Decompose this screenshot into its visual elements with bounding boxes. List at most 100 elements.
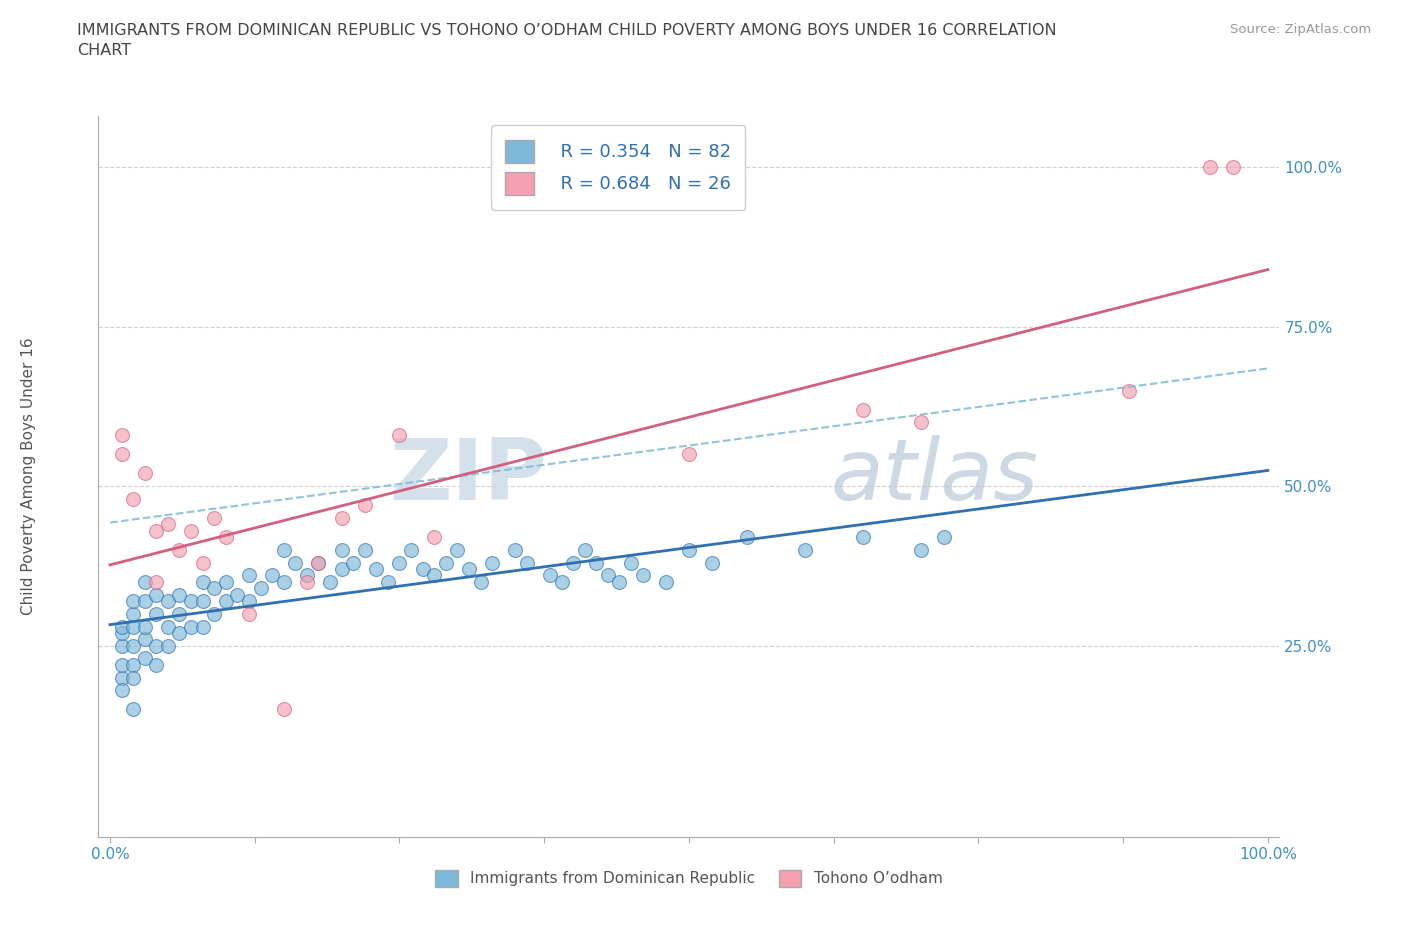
Point	[110, 671, 132, 685]
Point	[122, 702, 145, 717]
Point	[215, 593, 238, 608]
Point	[156, 619, 179, 634]
Point	[1199, 160, 1222, 175]
Point	[470, 575, 492, 590]
Point	[735, 530, 758, 545]
Point	[145, 524, 167, 538]
Point	[609, 575, 631, 590]
Point	[412, 562, 434, 577]
Point	[238, 606, 260, 621]
Point	[134, 651, 156, 666]
Point	[110, 638, 132, 653]
Point	[678, 446, 700, 461]
Point	[191, 575, 214, 590]
Point	[932, 530, 955, 545]
Point	[307, 555, 329, 570]
Point	[1222, 160, 1244, 175]
Point	[215, 575, 238, 590]
Point	[910, 542, 932, 557]
Point	[122, 671, 145, 685]
Point	[110, 626, 132, 641]
Point	[202, 511, 225, 525]
Point	[295, 575, 318, 590]
Point	[388, 555, 411, 570]
Point	[169, 542, 191, 557]
Point	[110, 446, 132, 461]
Point	[423, 568, 446, 583]
Point	[273, 702, 295, 717]
Point	[156, 517, 179, 532]
Point	[353, 542, 375, 557]
Text: ZIP: ZIP	[389, 435, 547, 518]
Point	[273, 575, 295, 590]
Point	[700, 555, 723, 570]
Point	[145, 575, 167, 590]
Point	[399, 542, 422, 557]
Text: Source: ZipAtlas.com: Source: ZipAtlas.com	[1230, 23, 1371, 36]
Text: atlas: atlas	[831, 435, 1039, 518]
Point	[110, 428, 132, 443]
Point	[122, 492, 145, 507]
Point	[377, 575, 399, 590]
Point	[145, 587, 167, 602]
Point	[503, 542, 526, 557]
Point	[110, 619, 132, 634]
Point	[481, 555, 503, 570]
Point	[910, 415, 932, 430]
Point	[145, 606, 167, 621]
Point	[134, 466, 156, 481]
Point	[238, 568, 260, 583]
Point	[122, 606, 145, 621]
Point	[238, 593, 260, 608]
Point	[538, 568, 561, 583]
Point	[631, 568, 654, 583]
Point	[319, 575, 342, 590]
Point	[122, 638, 145, 653]
Point	[145, 658, 167, 672]
Point	[550, 575, 572, 590]
Point	[574, 542, 596, 557]
Point	[134, 593, 156, 608]
Point	[655, 575, 678, 590]
Point	[585, 555, 607, 570]
Point	[249, 581, 271, 596]
Point	[191, 593, 214, 608]
Text: CHART: CHART	[77, 43, 131, 58]
Point	[202, 606, 225, 621]
Point	[134, 575, 156, 590]
Point	[180, 593, 202, 608]
Point	[169, 587, 191, 602]
Point	[273, 542, 295, 557]
Point	[342, 555, 364, 570]
Point	[307, 555, 329, 570]
Point	[110, 683, 132, 698]
Point	[423, 530, 446, 545]
Legend: Immigrants from Dominican Republic, Tohono O’odham: Immigrants from Dominican Republic, Toho…	[427, 862, 950, 895]
Point	[180, 524, 202, 538]
Point	[134, 631, 156, 646]
Point	[215, 530, 238, 545]
Point	[134, 619, 156, 634]
Point	[122, 593, 145, 608]
Point	[562, 555, 585, 570]
Point	[852, 402, 875, 417]
Point	[145, 638, 167, 653]
Point	[366, 562, 388, 577]
Text: IMMIGRANTS FROM DOMINICAN REPUBLIC VS TOHONO O’ODHAM CHILD POVERTY AMONG BOYS UN: IMMIGRANTS FROM DOMINICAN REPUBLIC VS TO…	[77, 23, 1057, 38]
Point	[169, 626, 191, 641]
Point	[169, 606, 191, 621]
Point	[226, 587, 249, 602]
Point	[1118, 383, 1140, 398]
Point	[678, 542, 700, 557]
Point	[202, 581, 225, 596]
Point	[434, 555, 457, 570]
Point	[191, 555, 214, 570]
Point	[191, 619, 214, 634]
Point	[122, 619, 145, 634]
Point	[793, 542, 815, 557]
Point	[330, 542, 353, 557]
Point	[516, 555, 538, 570]
Point	[388, 428, 411, 443]
Y-axis label: Child Poverty Among Boys Under 16: Child Poverty Among Boys Under 16	[21, 338, 37, 616]
Point	[180, 619, 202, 634]
